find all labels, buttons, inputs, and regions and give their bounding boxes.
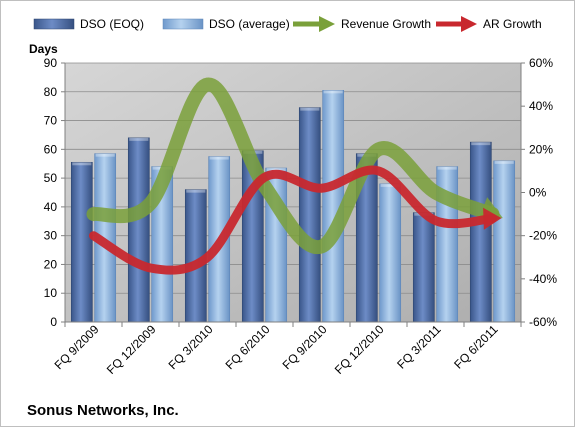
bar-highlight-dso-average-fq-3-2011 <box>437 166 457 170</box>
bar-highlight-dso-average-fq-3-2010 <box>209 156 229 160</box>
legend-item-revenue-growth: Revenue Growth <box>293 16 431 32</box>
y-axis-title: Days <box>29 42 58 56</box>
y-left-tick-label: 90 <box>44 56 58 70</box>
y-left-tick-label: 80 <box>44 85 58 99</box>
legend-label-dso-eoq: DSO (EOQ) <box>80 17 144 31</box>
y-right-tick-label: 20% <box>529 142 553 156</box>
y-left-tick-label: 60 <box>44 142 58 156</box>
bar-highlight-dso-average-fq-6-2011 <box>494 160 514 164</box>
y-left-tick-label: 70 <box>44 114 58 128</box>
y-left-tick-label: 50 <box>44 171 58 185</box>
legend-label-revenue-growth: Revenue Growth <box>341 17 431 31</box>
bar-dso-eoq-fq-6-2011 <box>469 141 492 323</box>
bar-highlight-dso-average-fq-12-2010 <box>380 183 400 187</box>
chart-title: Sonus Networks, Inc. <box>27 402 179 419</box>
legend-swatch-dso-eoq <box>33 18 75 30</box>
y-left-tick-label: 40 <box>44 200 58 214</box>
y-left-tick-label: 0 <box>50 315 57 329</box>
y-right-tick-label: -20% <box>529 229 557 243</box>
legend-swatch-dso-average <box>162 18 204 30</box>
x-tick-label-fq-3-2010: FQ 3/2010 <box>166 322 216 372</box>
y-left-tick-label: 30 <box>44 229 58 243</box>
y-right-tick-label: 40% <box>529 99 553 113</box>
bar-highlight-dso-eoq-fq-6-2011 <box>471 142 491 146</box>
legend-label-dso-average: DSO (average) <box>209 17 290 31</box>
arrowhead-ar-growth <box>483 207 502 230</box>
bar-dso-average-fq-6-2011 <box>493 160 516 323</box>
legend-item-dso-eoq: DSO (EOQ) <box>33 17 144 31</box>
line-ar-growth <box>89 165 497 275</box>
legend-arrow-ar-growth <box>461 16 477 32</box>
x-tick-label-fq-12-2010: FQ 12/2010 <box>332 322 387 377</box>
bar-highlight-dso-eoq-fq-9-2009 <box>72 162 92 166</box>
x-tick-label-fq-6-2010: FQ 6/2010 <box>223 322 273 372</box>
bar-dso-eoq-fq-9-2009 <box>70 161 93 323</box>
bar-dso-eoq-fq-3-2011 <box>412 212 435 323</box>
y-right-tick-label: 60% <box>529 56 553 70</box>
x-tick-label-fq-9-2009: FQ 9/2009 <box>52 322 102 372</box>
bar-dso-average-fq-12-2010 <box>379 183 402 323</box>
y-left-tick-label: 20 <box>44 257 58 271</box>
bar-highlight-dso-average-fq-9-2009 <box>95 153 115 157</box>
x-tick-label-fq-9-2010: FQ 9/2010 <box>280 322 330 372</box>
line-revenue-growth <box>86 77 500 254</box>
y-right-tick-label: -40% <box>529 272 557 286</box>
bar-highlight-dso-eoq-fq-3-2010 <box>186 189 206 193</box>
legend-item-ar-growth: AR Growth <box>436 16 542 32</box>
legend: DSO (EOQ) DSO (average) Revenue Growth A… <box>33 16 542 32</box>
bar-dso-eoq-fq-9-2010 <box>298 107 321 323</box>
legend-arrow-revenue-growth <box>319 16 335 32</box>
growth-lines <box>86 77 503 275</box>
bar-highlight-dso-eoq-fq-9-2010 <box>300 107 320 111</box>
x-tick-label-fq-12-2009: FQ 12/2009 <box>104 322 159 377</box>
legend-label-ar-growth: AR Growth <box>483 17 542 31</box>
y-left-tick-label: 10 <box>44 286 58 300</box>
x-axis-ticks: FQ 9/2009 FQ 12/2009 FQ 3/2010 FQ 6/2010 FQ … <box>52 322 522 377</box>
bar-dso-eoq-fq-12-2009 <box>127 137 150 323</box>
y-axis-left-ticks: 0 10 20 30 40 50 60 70 80 90 <box>44 56 65 329</box>
y-right-tick-label: 0% <box>529 186 547 200</box>
x-tick-label-fq-3-2011: FQ 3/2011 <box>394 322 444 372</box>
bar-highlight-dso-eoq-fq-12-2009 <box>129 137 149 141</box>
y-right-tick-label: -60% <box>529 315 557 329</box>
y-axis-right-ticks: -60% -40% -20% 0% 20% 40% 60% <box>521 56 557 329</box>
x-tick-label-fq-6-2011: FQ 6/2011 <box>451 322 501 372</box>
legend-item-dso-average: DSO (average) <box>162 17 290 31</box>
bar-highlight-dso-average-fq-6-2010 <box>266 168 286 172</box>
bar-highlight-dso-average-fq-9-2010 <box>323 90 343 94</box>
